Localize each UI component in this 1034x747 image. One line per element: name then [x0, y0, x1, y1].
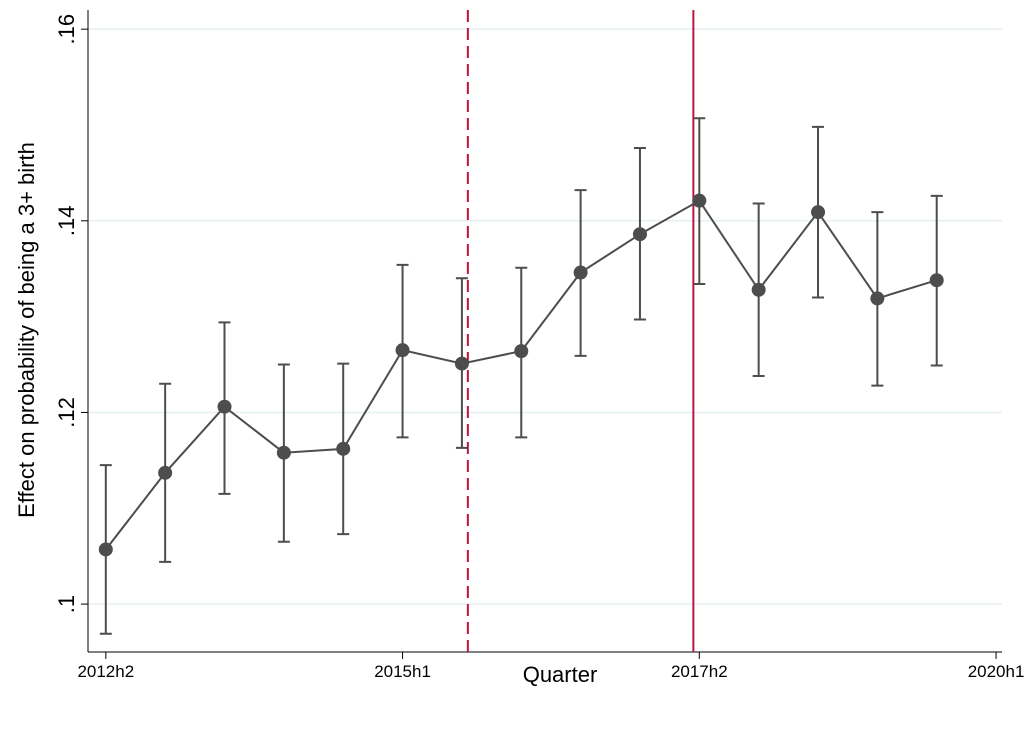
point [276, 445, 291, 460]
y-axis-label: Effect on probability of being a 3+ birt… [14, 142, 39, 518]
y-tick-label: .1 [54, 595, 79, 613]
x-axis-label: Quarter [523, 662, 598, 687]
x-tick-label: 2012h2 [77, 662, 134, 681]
y-tick-label: .14 [54, 206, 79, 237]
x-tick-label: 2017h2 [671, 662, 728, 681]
point [454, 356, 469, 371]
y-tick-label: .12 [54, 397, 79, 428]
point [692, 193, 707, 208]
point [751, 282, 766, 297]
point [870, 291, 885, 306]
x-tick-label: 2020h1 [968, 662, 1025, 681]
y-tick-label: .16 [54, 14, 79, 45]
point [632, 227, 647, 242]
point [158, 465, 173, 480]
point [395, 343, 410, 358]
point [811, 205, 826, 220]
point [336, 441, 351, 456]
point [573, 265, 588, 280]
x-tick-label: 2015h1 [374, 662, 431, 681]
point [217, 399, 232, 414]
point [514, 344, 529, 359]
point [929, 273, 944, 288]
point [98, 542, 113, 557]
